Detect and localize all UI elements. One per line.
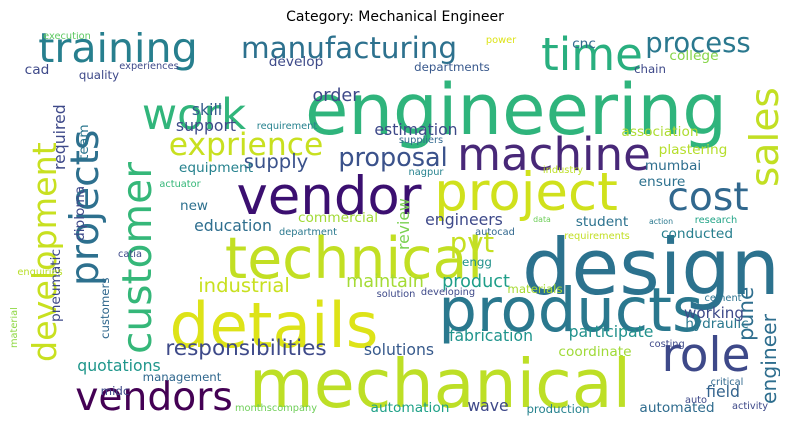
word-required: required: [50, 104, 70, 170]
word-requirement: requirement: [256, 121, 318, 133]
word-skill: skill: [191, 100, 223, 120]
word-training: training: [38, 32, 198, 73]
word-student: student: [575, 214, 629, 231]
word-manufacturing: manufacturing: [240, 32, 458, 66]
word-work: work: [141, 90, 247, 141]
word-review: review: [394, 198, 414, 250]
word-engineers: engineers: [425, 210, 503, 230]
word-college: college: [669, 48, 719, 65]
chart-title: Category: Mechanical Engineer: [286, 9, 504, 25]
word-midc: midc: [100, 384, 130, 399]
word-cad: cad: [24, 62, 50, 79]
word-research: research: [694, 215, 738, 227]
word-materials: materials: [507, 282, 563, 297]
word-working: working: [684, 304, 744, 323]
word-sales: sales: [743, 87, 780, 187]
word-nagpur: nagpur: [408, 167, 444, 179]
word-automation: automation: [370, 400, 450, 417]
word-execution: execution: [43, 32, 91, 43]
word-industry: industry: [542, 165, 584, 177]
word-develop: develop: [268, 54, 324, 71]
word-engineering: engineering: [304, 68, 728, 151]
word-estimation: estimation: [374, 120, 458, 140]
word-management: management: [142, 370, 222, 385]
word-commercial: commercial: [297, 210, 378, 227]
word-wave: wave: [467, 396, 509, 416]
word-maintain: maintain: [346, 272, 424, 293]
word-catia: catia: [118, 249, 142, 261]
word-data: data: [533, 215, 551, 225]
word-coordinate: coordinate: [558, 344, 632, 361]
word-pvt: pvt: [449, 228, 495, 260]
word-machine: machine: [457, 128, 651, 182]
word-enquiries: enquiries: [17, 267, 63, 279]
word-mumbai: mumbai: [644, 158, 702, 175]
word-power: power: [485, 35, 517, 47]
word-production: production: [526, 402, 590, 417]
word-fabrication: fabrication: [448, 326, 534, 346]
word-new: new: [180, 198, 208, 215]
word-project: project: [434, 161, 618, 223]
word-departments: departments: [414, 60, 490, 75]
word-autocad: autocad: [475, 227, 515, 239]
word-vendor: vendor: [236, 165, 422, 227]
word-engg: engg: [462, 255, 492, 270]
word-customers: customers: [98, 277, 113, 339]
word-vendors: vendors: [75, 375, 233, 417]
word-experiences: experiences: [119, 61, 179, 73]
word-equipment: equipment: [178, 160, 254, 177]
word-actuator: actuator: [159, 179, 201, 191]
word-industrial: industrial: [198, 274, 290, 298]
word-participate: participate: [568, 322, 654, 342]
word-diploma: diploma: [72, 185, 89, 241]
word-action: action: [648, 217, 674, 227]
word-exprience: exprience: [168, 127, 324, 164]
word-chain: chain: [634, 62, 666, 77]
word-engineer: engineer: [756, 314, 780, 404]
word-mechanical: mechanical: [248, 344, 632, 417]
word-responsibilities: responsibilities: [165, 336, 327, 362]
word-supply: supply: [243, 150, 309, 174]
word-hydraulic: hydraulic: [685, 316, 749, 333]
word-ensure: ensure: [638, 174, 686, 191]
word-requirements: requirements: [564, 231, 630, 243]
word-plastering: plastering: [658, 142, 728, 159]
word-role: role: [661, 328, 751, 384]
word-auto: auto: [684, 395, 708, 407]
word-cloud: engineering design mechanical technical …: [10, 32, 780, 417]
word-product: product: [442, 272, 510, 293]
word-developing: developing: [420, 287, 476, 299]
word-quality: quality: [78, 68, 120, 83]
word-solutions: solutions: [363, 340, 435, 360]
word-details: details: [169, 288, 379, 362]
word-design: design: [522, 223, 780, 314]
word-field: field: [706, 382, 740, 402]
word-activity: activity: [731, 401, 769, 413]
word-time: time: [541, 32, 643, 82]
word-products: products: [438, 275, 704, 346]
word-costing: costing: [649, 339, 685, 351]
word-pneumatic: pneumatic: [48, 248, 65, 322]
word-team: team: [76, 124, 93, 160]
word-support: support: [175, 116, 237, 136]
word-conducted: conducted: [660, 226, 734, 243]
word-solution: solution: [376, 289, 416, 301]
word-suppliers: suppliers: [398, 135, 444, 147]
word-cnc: cnc: [572, 36, 596, 53]
word-department: department: [279, 227, 337, 239]
word-cost: cost: [667, 175, 749, 221]
word-education: education: [194, 216, 272, 236]
word-order: order: [312, 86, 360, 107]
word-automated: automated: [639, 400, 715, 417]
word-association: association: [621, 124, 699, 141]
word-critical: critical: [710, 377, 744, 389]
word-technical: technical: [224, 225, 484, 292]
word-cement: cement: [704, 293, 742, 305]
word-monthscompany: monthscompany: [234, 403, 318, 415]
word-quotations: quotations: [77, 356, 161, 376]
word-material: material: [10, 307, 21, 349]
word-process: process: [645, 32, 751, 60]
word-proposal: proposal: [338, 143, 448, 174]
